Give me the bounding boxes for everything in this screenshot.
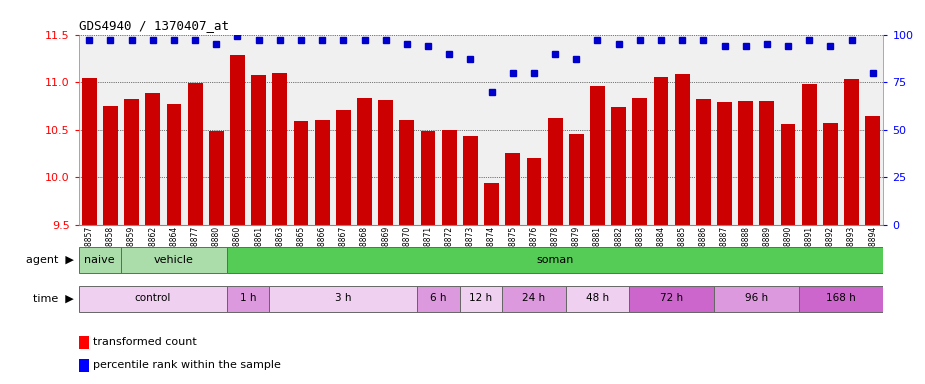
Text: 12 h: 12 h: [470, 293, 492, 303]
Bar: [629, 286, 714, 311]
Bar: [798, 286, 883, 311]
Bar: [417, 286, 460, 311]
Bar: [79, 336, 89, 349]
Bar: [505, 153, 520, 225]
Bar: [230, 55, 245, 225]
Bar: [633, 98, 648, 225]
Bar: [502, 286, 566, 311]
Bar: [442, 130, 457, 225]
Text: 24 h: 24 h: [523, 293, 546, 303]
Text: 1 h: 1 h: [240, 293, 256, 303]
Text: time  ▶: time ▶: [33, 293, 74, 304]
Bar: [336, 110, 351, 225]
Bar: [463, 136, 478, 225]
Text: agent  ▶: agent ▶: [26, 255, 74, 265]
Text: transformed count: transformed count: [93, 337, 197, 347]
Text: soman: soman: [536, 255, 574, 265]
Bar: [314, 120, 329, 225]
Bar: [866, 116, 881, 225]
Bar: [590, 86, 605, 225]
Bar: [714, 286, 798, 311]
Bar: [81, 78, 96, 225]
Bar: [611, 107, 626, 225]
Bar: [566, 286, 629, 311]
Bar: [227, 247, 883, 273]
Bar: [166, 104, 181, 225]
Bar: [526, 158, 541, 225]
Text: control: control: [134, 293, 171, 303]
Bar: [357, 98, 372, 225]
Text: 168 h: 168 h: [826, 293, 856, 303]
Bar: [209, 131, 224, 225]
Bar: [717, 102, 732, 225]
Bar: [269, 286, 417, 311]
Bar: [460, 286, 502, 311]
Text: 48 h: 48 h: [586, 293, 609, 303]
Text: naive: naive: [84, 255, 115, 265]
Bar: [484, 183, 499, 225]
Bar: [252, 75, 266, 225]
Text: 3 h: 3 h: [335, 293, 352, 303]
Bar: [759, 101, 774, 225]
Text: 72 h: 72 h: [660, 293, 684, 303]
Text: 6 h: 6 h: [430, 293, 447, 303]
Bar: [548, 118, 562, 225]
Bar: [293, 121, 308, 225]
Bar: [400, 120, 414, 225]
Bar: [272, 73, 288, 225]
Bar: [145, 93, 160, 225]
Bar: [802, 84, 817, 225]
Text: percentile rank within the sample: percentile rank within the sample: [93, 360, 281, 370]
Bar: [188, 83, 203, 225]
Text: 96 h: 96 h: [745, 293, 768, 303]
Bar: [654, 77, 669, 225]
Bar: [121, 247, 227, 273]
Text: vehicle: vehicle: [154, 255, 194, 265]
Bar: [227, 286, 269, 311]
Bar: [79, 286, 227, 311]
Bar: [378, 100, 393, 225]
Bar: [696, 99, 710, 225]
Bar: [569, 134, 584, 225]
Bar: [79, 359, 89, 372]
Bar: [103, 106, 117, 225]
Bar: [124, 99, 139, 225]
Bar: [781, 124, 796, 225]
Bar: [845, 79, 859, 225]
Bar: [823, 123, 838, 225]
Bar: [421, 131, 436, 225]
Bar: [738, 101, 753, 225]
Bar: [674, 74, 690, 225]
Text: GDS4940 / 1370407_at: GDS4940 / 1370407_at: [79, 19, 228, 32]
Bar: [79, 247, 121, 273]
